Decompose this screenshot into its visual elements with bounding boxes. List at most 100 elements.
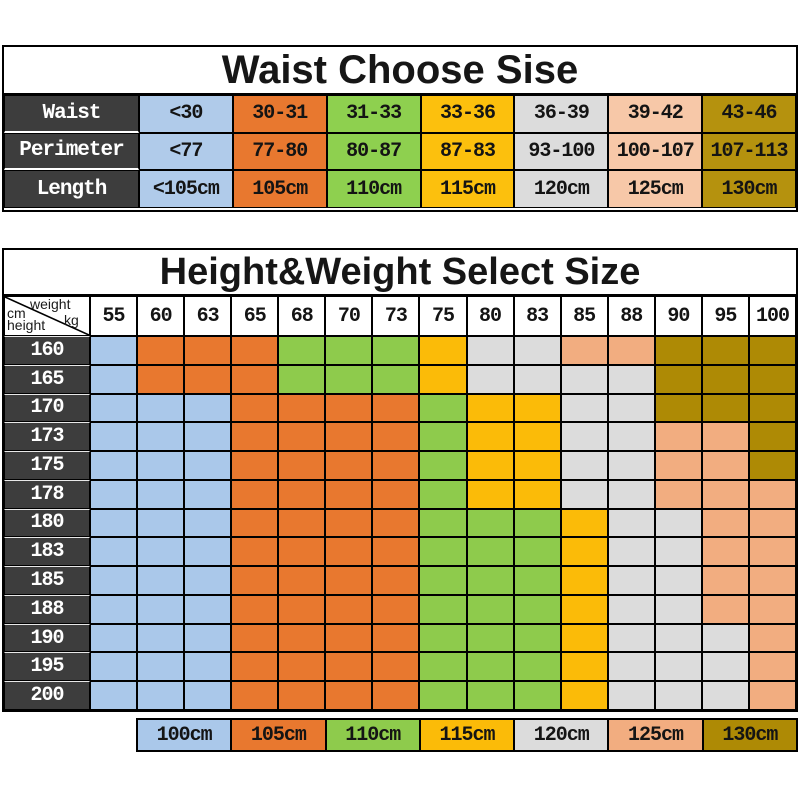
size-cell-115cm	[513, 393, 561, 423]
size-cell-125cm	[701, 422, 749, 452]
size-cell-100cm	[137, 479, 185, 509]
size-cell-105cm	[372, 393, 420, 423]
size-cell-120cm	[607, 566, 655, 595]
size-cell-105cm	[231, 451, 279, 480]
size-cell-105cm	[325, 681, 373, 710]
size-cell-110cm	[419, 479, 467, 509]
size-cell-115cm	[560, 566, 608, 595]
size-cell-100cm	[184, 566, 232, 595]
size-cell-105cm	[278, 652, 326, 682]
size-cell-110cm	[278, 364, 326, 394]
size-cell-120cm	[560, 422, 608, 452]
size-cell-105cm	[325, 508, 373, 538]
height-header-cell: 185	[4, 566, 90, 595]
size-cell-100cm	[184, 393, 232, 423]
height-header-cell: 160	[4, 336, 90, 365]
weight-header-cell: 75	[419, 296, 467, 336]
waist-row-label: Length	[4, 170, 139, 208]
corner-cell: weight kg cm height	[4, 296, 90, 336]
size-cell-105cm	[184, 364, 232, 394]
size-cell-105cm	[278, 537, 326, 567]
size-cell-110cm	[325, 336, 373, 365]
height-header-cell: 165	[4, 364, 90, 394]
size-cell-120cm	[701, 652, 749, 682]
size-cell-100cm	[90, 508, 138, 538]
weight-header-cell: 100	[748, 296, 796, 336]
height-header-cell: 200	[4, 681, 90, 710]
size-cell-100cm	[184, 422, 232, 452]
waist-value-cell: 36-39	[514, 95, 609, 133]
size-cell-105cm	[184, 336, 232, 365]
size-cell-110cm	[419, 393, 467, 423]
waist-table-grid: Waist <30 30-31 31-33 33-36 36-39 39-42 43-46 Pe…	[4, 95, 796, 208]
size-cell-120cm	[701, 681, 749, 710]
size-cell-105cm	[372, 479, 420, 509]
size-cell-100cm	[184, 652, 232, 682]
corner-height-label: height	[7, 317, 46, 333]
size-cell-110cm	[372, 364, 420, 394]
waist-value-cell: 30-31	[232, 95, 327, 133]
size-cell-120cm	[607, 537, 655, 567]
size-cell-110cm	[513, 681, 561, 710]
size-cell-105cm	[325, 393, 373, 423]
size-cell-125cm	[701, 451, 749, 480]
size-cell-105cm	[231, 566, 279, 595]
corner-cm-label: cm	[7, 305, 26, 321]
waist-value-cell: 80-87	[326, 132, 421, 171]
size-cell-100cm	[90, 364, 138, 394]
legend-item-110cm: 110cm	[325, 719, 420, 751]
size-cell-100cm	[184, 508, 232, 538]
legend-item-100cm: 100cm	[137, 719, 232, 751]
size-cell-130cm	[748, 393, 796, 423]
size-cell-120cm	[560, 451, 608, 480]
size-cell-105cm	[278, 451, 326, 480]
size-cell-100cm	[90, 393, 138, 423]
size-cell-105cm	[372, 652, 420, 682]
size-cell-100cm	[137, 451, 185, 480]
size-cell-110cm	[466, 594, 514, 624]
size-cell-110cm	[466, 566, 514, 595]
size-cell-105cm	[231, 681, 279, 710]
waist-value-cell: <77	[139, 132, 233, 171]
corner-diagonal-line	[5, 297, 89, 335]
size-cell-105cm	[325, 479, 373, 509]
size-cell-110cm	[419, 681, 467, 710]
size-cell-100cm	[90, 623, 138, 653]
size-cell-105cm	[325, 537, 373, 567]
waist-value-cell: 105cm	[232, 170, 327, 208]
size-cell-105cm	[231, 652, 279, 682]
height-header-cell: 178	[4, 479, 90, 509]
waist-value-cell: 100-107	[608, 132, 703, 171]
size-cell-110cm	[419, 566, 467, 595]
size-cell-120cm	[701, 623, 749, 653]
weight-header-cell: 80	[466, 296, 514, 336]
size-cell-105cm	[231, 422, 279, 452]
size-cell-105cm	[372, 451, 420, 480]
size-cell-105cm	[325, 451, 373, 480]
size-cell-110cm	[325, 364, 373, 394]
size-cell-125cm	[654, 479, 702, 509]
size-cell-125cm	[748, 479, 796, 509]
size-cell-105cm	[372, 566, 420, 595]
size-cell-110cm	[419, 623, 467, 653]
weight-header-cell: 85	[560, 296, 608, 336]
size-cell-115cm	[513, 422, 561, 452]
size-cell-105cm	[278, 566, 326, 595]
size-cell-120cm	[513, 336, 561, 365]
size-cell-125cm	[701, 594, 749, 624]
waist-value-cell: 77-80	[232, 132, 327, 171]
waist-value-cell: <30	[139, 95, 233, 133]
size-cell-100cm	[90, 681, 138, 710]
size-cell-110cm	[513, 594, 561, 624]
size-cell-130cm	[701, 336, 749, 365]
size-cell-100cm	[90, 566, 138, 595]
size-cell-100cm	[90, 652, 138, 682]
legend-item-120cm: 120cm	[514, 719, 609, 751]
size-cell-105cm	[325, 652, 373, 682]
waist-value-cell: 107-113	[702, 132, 796, 171]
size-cell-110cm	[513, 566, 561, 595]
weight-header-cell: 55	[90, 296, 138, 336]
size-cell-125cm	[748, 508, 796, 538]
size-cell-110cm	[466, 508, 514, 538]
